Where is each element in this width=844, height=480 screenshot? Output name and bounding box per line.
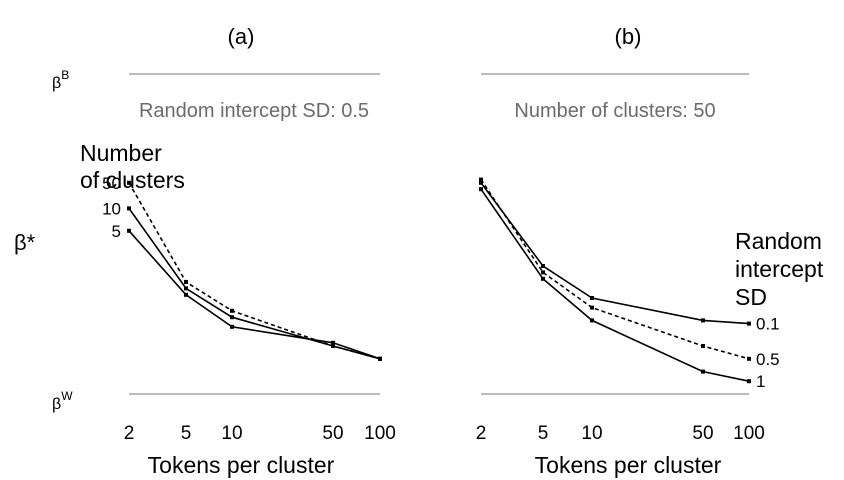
panel-b-x-tick-100: 100 xyxy=(733,423,765,444)
panel-b-label: (b) xyxy=(615,24,642,49)
panel-a-series-50-line xyxy=(128,182,381,360)
panel-b-x-ticks: 2 5 10 50 100 xyxy=(476,423,765,444)
panel-b-subtitle: Number of clusters: 50 xyxy=(514,100,715,122)
panel-b-series-0.1-point-5 xyxy=(541,264,545,268)
panel-a-x-tick-2: 2 xyxy=(124,423,135,444)
y-label-beta-b: βB xyxy=(52,68,69,92)
panel-a-subtitle: Random intercept SD: 0.5 xyxy=(139,100,369,122)
panel-b-series-1-point-2 xyxy=(479,187,483,192)
panel-b-legend-title-line-2: intercept xyxy=(735,256,824,282)
panel-b-series-0.1-point-2 xyxy=(479,180,483,185)
panel-b-series-label-0.1: 0.1 xyxy=(756,315,780,334)
panel-a-series-5-point-5 xyxy=(184,292,188,297)
panel-a-series-50-point-5 xyxy=(184,280,188,284)
panel-b-series-0.5-point-2 xyxy=(479,177,483,182)
panel-b-series-0.5-point-10 xyxy=(590,305,594,310)
panel-b-x-tick-10: 10 xyxy=(581,423,602,444)
panel-b-series-1-point-10 xyxy=(590,318,594,323)
panel-a-x-tick-10: 10 xyxy=(221,423,242,444)
panel-b-series-0.1-point-10 xyxy=(590,296,594,300)
panel-b-x-tick-5: 5 xyxy=(538,423,549,444)
panel-b-legend-title-line-1: Random xyxy=(735,228,822,254)
panel-b-series-0.5-point-50 xyxy=(701,344,705,348)
panel-a-x-tick-50: 50 xyxy=(322,423,343,444)
panel-a-legend-title-line-1: Number xyxy=(80,140,162,166)
panel-b-series-label-1: 1 xyxy=(756,372,765,391)
panel-a-series-label-5: 5 xyxy=(112,222,121,241)
panel-a-legend-title-line-2: of clusters xyxy=(80,167,185,193)
panel-b-series-1-point-50 xyxy=(701,369,705,374)
panel-a-series-50-point-2 xyxy=(127,180,131,185)
panel-b-series-1-line xyxy=(480,188,750,382)
panel-b-series-1-point-100 xyxy=(747,379,751,384)
y-label-beta-w: βW xyxy=(52,389,73,413)
panel-b-x-axis-label: Tokens per cluster xyxy=(535,452,722,478)
panel-a-series-50-point-10 xyxy=(230,308,234,313)
panel-b-series-label-0.5: 0.5 xyxy=(756,350,780,369)
panel-a-series-5-point-100 xyxy=(378,356,382,361)
panel-a-x-axis-label: Tokens per cluster xyxy=(148,452,335,478)
panel-a-marks: 50 10 5 xyxy=(102,174,382,361)
panel-a-series-5-point-2 xyxy=(127,228,131,233)
panel-a: (a) Random intercept SD: 0.5 Number of c… xyxy=(80,24,396,478)
panel-a-series-10-line xyxy=(128,207,381,360)
panel-b: (b) Number of clusters: 50 Random interc… xyxy=(476,24,824,478)
panel-a-x-tick-100: 100 xyxy=(364,423,396,444)
panel-a-series-label-10: 10 xyxy=(102,199,121,218)
panel-a-label: (a) xyxy=(228,24,255,49)
panel-a-series-10-point-50 xyxy=(331,344,335,348)
panel-b-series-0.1-point-50 xyxy=(701,318,705,323)
panel-b-series-0.1-line xyxy=(480,182,750,325)
panel-b-legend-title-line-3: SD xyxy=(735,284,767,310)
panel-b-x-tick-2: 2 xyxy=(476,423,487,444)
panel-a-series-10-point-10 xyxy=(230,315,234,320)
panel-a-x-ticks: 2 5 10 50 100 xyxy=(124,423,396,444)
panel-b-series-0.5-point-100 xyxy=(747,356,751,361)
panel-b-series-1-point-5 xyxy=(541,276,545,281)
panel-b-x-tick-50: 50 xyxy=(692,423,713,444)
panel-a-series-10-point-2 xyxy=(127,206,131,211)
panel-b-series-0.5-point-5 xyxy=(541,270,545,275)
panel-a-series-5-point-50 xyxy=(331,340,335,345)
panel-a-x-tick-5: 5 xyxy=(181,423,192,444)
panel-b-series-0.1-point-100 xyxy=(747,321,751,326)
y-label-beta-star: β* xyxy=(14,230,36,255)
panel-b-series-0.5-line xyxy=(480,179,750,360)
panel-a-series-label-50: 50 xyxy=(102,174,121,193)
panel-a-series-5-line xyxy=(128,230,381,360)
panel-b-marks: 0.1 0.5 1 xyxy=(479,177,780,391)
panel-a-series-10-point-5 xyxy=(184,286,188,291)
panel-a-series-5-point-10 xyxy=(230,324,234,329)
